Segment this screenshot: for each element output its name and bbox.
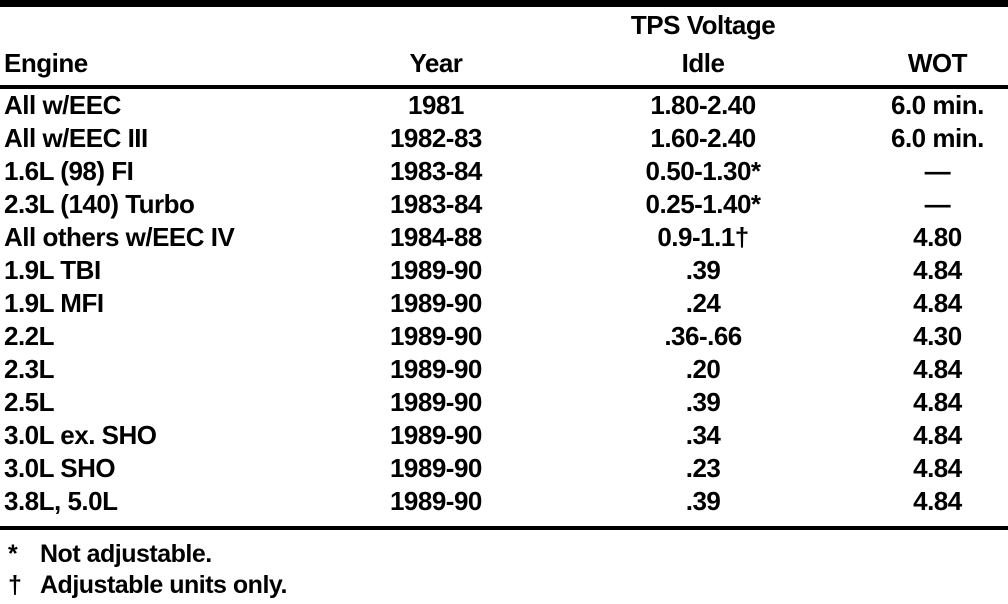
year-cell: 1984-88	[389, 222, 482, 252]
year-cell: 1989-90	[389, 486, 482, 516]
engine-cell: 1.6L (98) FI	[4, 156, 134, 186]
table-row: 3.0L ex. SHO 1989-90 .34 4.84	[0, 419, 1008, 452]
wot-cell: —	[924, 189, 951, 219]
idle-cell: .39	[685, 486, 721, 516]
footnote-text: Not adjustable.	[40, 540, 212, 568]
wot-cell: 4.84	[913, 255, 962, 285]
wot-cell: 6.0 min.	[891, 90, 984, 120]
wot-cell: 4.84	[913, 288, 962, 318]
engine-cell: 2.5L	[4, 387, 55, 417]
idle-cell: .24	[685, 288, 721, 318]
wot-cell: 4.84	[913, 420, 962, 450]
table-row: 2.3L 1989-90 .20 4.84	[0, 353, 1008, 386]
year-cell: 1982-83	[389, 123, 482, 153]
idle-cell: 0.25-1.40*	[645, 189, 761, 219]
dagger-marker: †	[8, 571, 22, 599]
table-row: 1.9L TBI 1989-90 .39 4.84	[0, 254, 1008, 287]
top-rule	[0, 0, 1008, 7]
engine-cell: 1.9L MFI	[4, 288, 104, 318]
column-header-wot: WOT	[866, 41, 1008, 89]
year-cell: 1983-84	[389, 156, 482, 186]
table-row: 3.8L, 5.0L 1989-90 .39 4.84	[0, 485, 1008, 518]
table-row: 3.0L SHO 1989-90 .23 4.84	[0, 452, 1008, 485]
idle-cell: .36-.66	[664, 321, 742, 351]
wot-cell: 6.0 min.	[891, 123, 984, 153]
column-header-idle: Idle	[539, 41, 867, 89]
engine-cell: 3.8L, 5.0L	[4, 486, 118, 516]
column-header-engine: Engine	[0, 41, 333, 89]
year-cell: 1989-90	[389, 255, 482, 285]
table-row: All w/EEC III 1982-83 1.60-2.40 6.0 min.	[0, 122, 1008, 155]
table-row: All w/EEC 1981 1.80-2.40 6.0 min.	[0, 87, 1008, 122]
engine-cell: 1.9L TBI	[4, 255, 101, 285]
wot-cell: 4.30	[913, 321, 962, 351]
engine-cell: All w/EEC III	[4, 123, 148, 153]
spanner-empty-wot	[867, 7, 1008, 41]
table-row: 1.9L MFI 1989-90 .24 4.84	[0, 287, 1008, 320]
year-cell: 1983-84	[389, 189, 482, 219]
column-header-year: Year	[332, 41, 540, 89]
idle-cell: .39	[685, 255, 721, 285]
idle-cell: 0.9-1.1†	[657, 222, 749, 252]
footnotes-section: * Not adjustable. † Adjustable units onl…	[0, 526, 1008, 602]
engine-cell: 2.3L (140) Turbo	[4, 189, 195, 219]
year-cell: 1989-90	[389, 387, 482, 417]
wot-cell: 4.84	[913, 354, 962, 384]
idle-cell: 1.80-2.40	[650, 90, 756, 120]
table-row: All others w/EEC IV 1984-88 0.9-1.1† 4.8…	[0, 221, 1008, 254]
engine-cell: All w/EEC	[4, 90, 121, 120]
spanner-empty-engine	[0, 7, 333, 41]
table-row: 2.3L (140) Turbo 1983-84 0.25-1.40* —	[0, 188, 1008, 221]
table-row: 1.6L (98) FI 1983-84 0.50-1.30* —	[0, 155, 1008, 188]
spanner-tps-voltage: TPS Voltage	[630, 10, 776, 40]
engine-cell: All others w/EEC IV	[4, 222, 235, 252]
footnote-adjustable-units: † Adjustable units only.	[8, 571, 1008, 602]
year-cell: 1989-90	[389, 453, 482, 483]
engine-cell: 2.3L	[4, 354, 55, 384]
year-cell: 1989-90	[389, 420, 482, 450]
idle-cell: .23	[685, 453, 721, 483]
year-cell: 1989-90	[389, 321, 482, 351]
spanner-empty-year	[333, 7, 540, 41]
spanner-header-row: TPS Voltage	[0, 7, 1008, 41]
year-cell: 1989-90	[389, 288, 482, 318]
wot-cell: —	[924, 156, 951, 186]
footnote-not-adjustable: * Not adjustable.	[8, 540, 1008, 571]
year-cell: 1989-90	[389, 354, 482, 384]
idle-cell: 0.50-1.30*	[645, 156, 761, 186]
engine-cell: 3.0L ex. SHO	[4, 420, 157, 450]
idle-cell: .34	[685, 420, 721, 450]
year-cell: 1981	[408, 90, 464, 120]
tps-voltage-spec-table: TPS Voltage Engine Year Idle WOT All w/E…	[0, 7, 1008, 518]
engine-cell: 3.0L SHO	[4, 453, 116, 483]
idle-cell: .39	[685, 387, 721, 417]
wot-cell: 4.84	[913, 486, 962, 516]
asterisk-marker: *	[8, 540, 18, 568]
table-row: 2.5L 1989-90 .39 4.84	[0, 386, 1008, 419]
column-header-row: Engine Year Idle WOT	[0, 41, 1008, 89]
engine-cell: 2.2L	[4, 321, 55, 351]
table-row: 2.2L 1989-90 .36-.66 4.30	[0, 320, 1008, 353]
footnote-text: Adjustable units only.	[40, 571, 287, 599]
wot-cell: 4.80	[913, 222, 962, 252]
idle-cell: 1.60-2.40	[650, 123, 756, 153]
idle-cell: .20	[685, 354, 721, 384]
wot-cell: 4.84	[913, 453, 962, 483]
wot-cell: 4.84	[913, 387, 962, 417]
